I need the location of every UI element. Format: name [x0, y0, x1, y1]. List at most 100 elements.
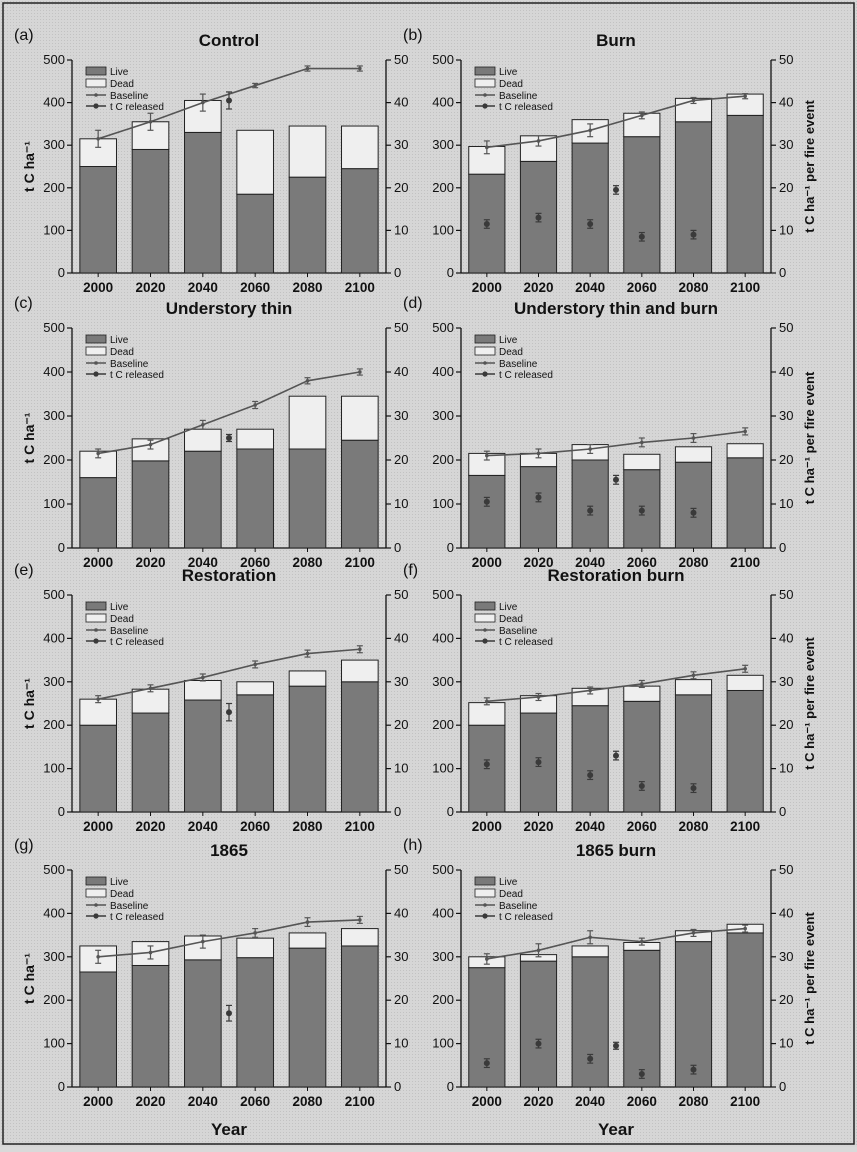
x-tick-label: 2000	[472, 555, 502, 570]
x-tick-label: 2060	[240, 819, 270, 834]
y2-tick-label: 50	[779, 320, 793, 335]
released-point	[226, 97, 232, 104]
legend-marker-baseline	[94, 93, 98, 97]
y-axis-label-right: t C ha⁻¹ per fire event	[802, 371, 817, 504]
baseline-point	[96, 137, 100, 141]
x-tick-label: 2040	[188, 819, 218, 834]
legend-label-dead: Dead	[110, 614, 134, 625]
bar-live	[341, 945, 379, 1088]
x-tick-label: 2080	[292, 819, 322, 834]
legend-marker-released	[93, 371, 99, 377]
legend-label-released: t C released	[110, 912, 164, 923]
baseline-point	[691, 98, 696, 103]
y2-tick-label: 30	[394, 949, 408, 964]
y2-tick-label: 40	[394, 364, 408, 379]
legend-label-live: Live	[110, 335, 129, 346]
baseline-point	[588, 128, 592, 133]
baseline-point	[743, 926, 747, 931]
baseline-line	[98, 919, 360, 958]
bar-dead	[131, 688, 170, 714]
legend-label-released: t C released	[110, 637, 164, 648]
bar-dead	[288, 670, 327, 687]
y-tick-label: 400	[432, 905, 454, 920]
y-tick-label: 400	[43, 95, 65, 110]
y2-tick-label: 20	[779, 452, 793, 467]
bar-live	[131, 964, 170, 1088]
legend-label-baseline: Baseline	[110, 626, 149, 637]
panel-d: 0 100 200 300 400 500 0 10 20 30 40 50 2000 2020 2040 2…	[403, 295, 817, 570]
baseline-line	[486, 927, 746, 960]
bar-live	[674, 694, 713, 813]
y2-tick-label: 20	[779, 717, 793, 732]
bar-live	[236, 957, 274, 1088]
y2-tick-label: 50	[779, 52, 793, 67]
bar-live	[623, 949, 661, 1088]
y-tick-label: 200	[432, 992, 454, 1007]
y2-tick-label: 40	[394, 905, 408, 920]
legend-swatch-live	[85, 601, 107, 611]
bar-live	[131, 148, 170, 274]
bar-dead	[236, 937, 274, 959]
x-tick-label: 2000	[83, 555, 113, 570]
bar-dead	[288, 395, 327, 450]
y-axis-label-left: t C ha⁻¹	[21, 678, 37, 729]
x-tick-label: 2100	[345, 555, 375, 570]
released-point	[690, 785, 697, 792]
bar-live	[674, 121, 713, 274]
y-tick-label: 0	[447, 540, 454, 555]
bar-live	[79, 166, 117, 274]
bar-live	[519, 466, 558, 549]
released-point	[690, 509, 697, 516]
baseline-point	[148, 119, 153, 124]
legend-marker-baseline	[94, 628, 98, 632]
bar-dead	[468, 702, 506, 726]
bar-dead	[184, 679, 222, 701]
legend-swatch-live	[85, 66, 107, 76]
x-tick-label: 2040	[575, 280, 605, 295]
y-tick-label: 200	[43, 180, 65, 195]
y2-tick-label: 0	[394, 265, 401, 280]
x-tick-label: 2020	[523, 555, 553, 570]
x-tick-label: 2000	[472, 819, 502, 834]
released-point	[587, 221, 594, 228]
baseline-point	[536, 139, 541, 143]
y2-tick-label: 0	[779, 265, 786, 280]
y-tick-label: 500	[43, 587, 65, 602]
y-tick-label: 200	[432, 180, 454, 195]
baseline-point	[743, 429, 747, 434]
y-tick-label: 300	[432, 137, 454, 152]
y2-tick-label: 10	[394, 761, 408, 776]
legend-label-released: t C released	[499, 637, 553, 648]
x-tick-label: 2040	[188, 1094, 218, 1109]
x-tick-label: 2040	[575, 1094, 605, 1109]
y2-tick-label: 50	[394, 862, 408, 877]
y2-tick-label: 40	[394, 630, 408, 645]
x-tick-label: 2100	[345, 280, 375, 295]
bar-live	[288, 448, 327, 549]
released-point	[226, 1010, 232, 1017]
released-point	[535, 1040, 542, 1047]
y2-tick-label: 40	[779, 364, 793, 379]
y2-tick-label: 20	[779, 180, 793, 195]
panel-title: Restoration	[182, 566, 276, 585]
y-axis-label-left: t C ha⁻¹	[21, 412, 37, 463]
x-tick-label: 2000	[83, 819, 113, 834]
bar-dead	[288, 932, 327, 949]
legend-label-baseline: Baseline	[499, 901, 538, 912]
x-tick-label: 2020	[523, 1094, 553, 1109]
x-axis-label: Year	[211, 1120, 247, 1139]
y-tick-label: 100	[43, 761, 65, 776]
legend-marker-released	[482, 913, 488, 919]
y2-tick-label: 10	[779, 222, 793, 237]
released-point	[535, 759, 542, 766]
bar-live	[79, 971, 117, 1088]
x-tick-label: 2060	[627, 280, 657, 295]
x-tick-label: 2060	[627, 819, 657, 834]
released-point	[535, 214, 542, 221]
legend-label-dead: Dead	[499, 889, 523, 900]
y2-tick-label: 30	[394, 137, 408, 152]
legend-label-dead: Dead	[110, 347, 134, 358]
baseline-point	[148, 442, 153, 447]
